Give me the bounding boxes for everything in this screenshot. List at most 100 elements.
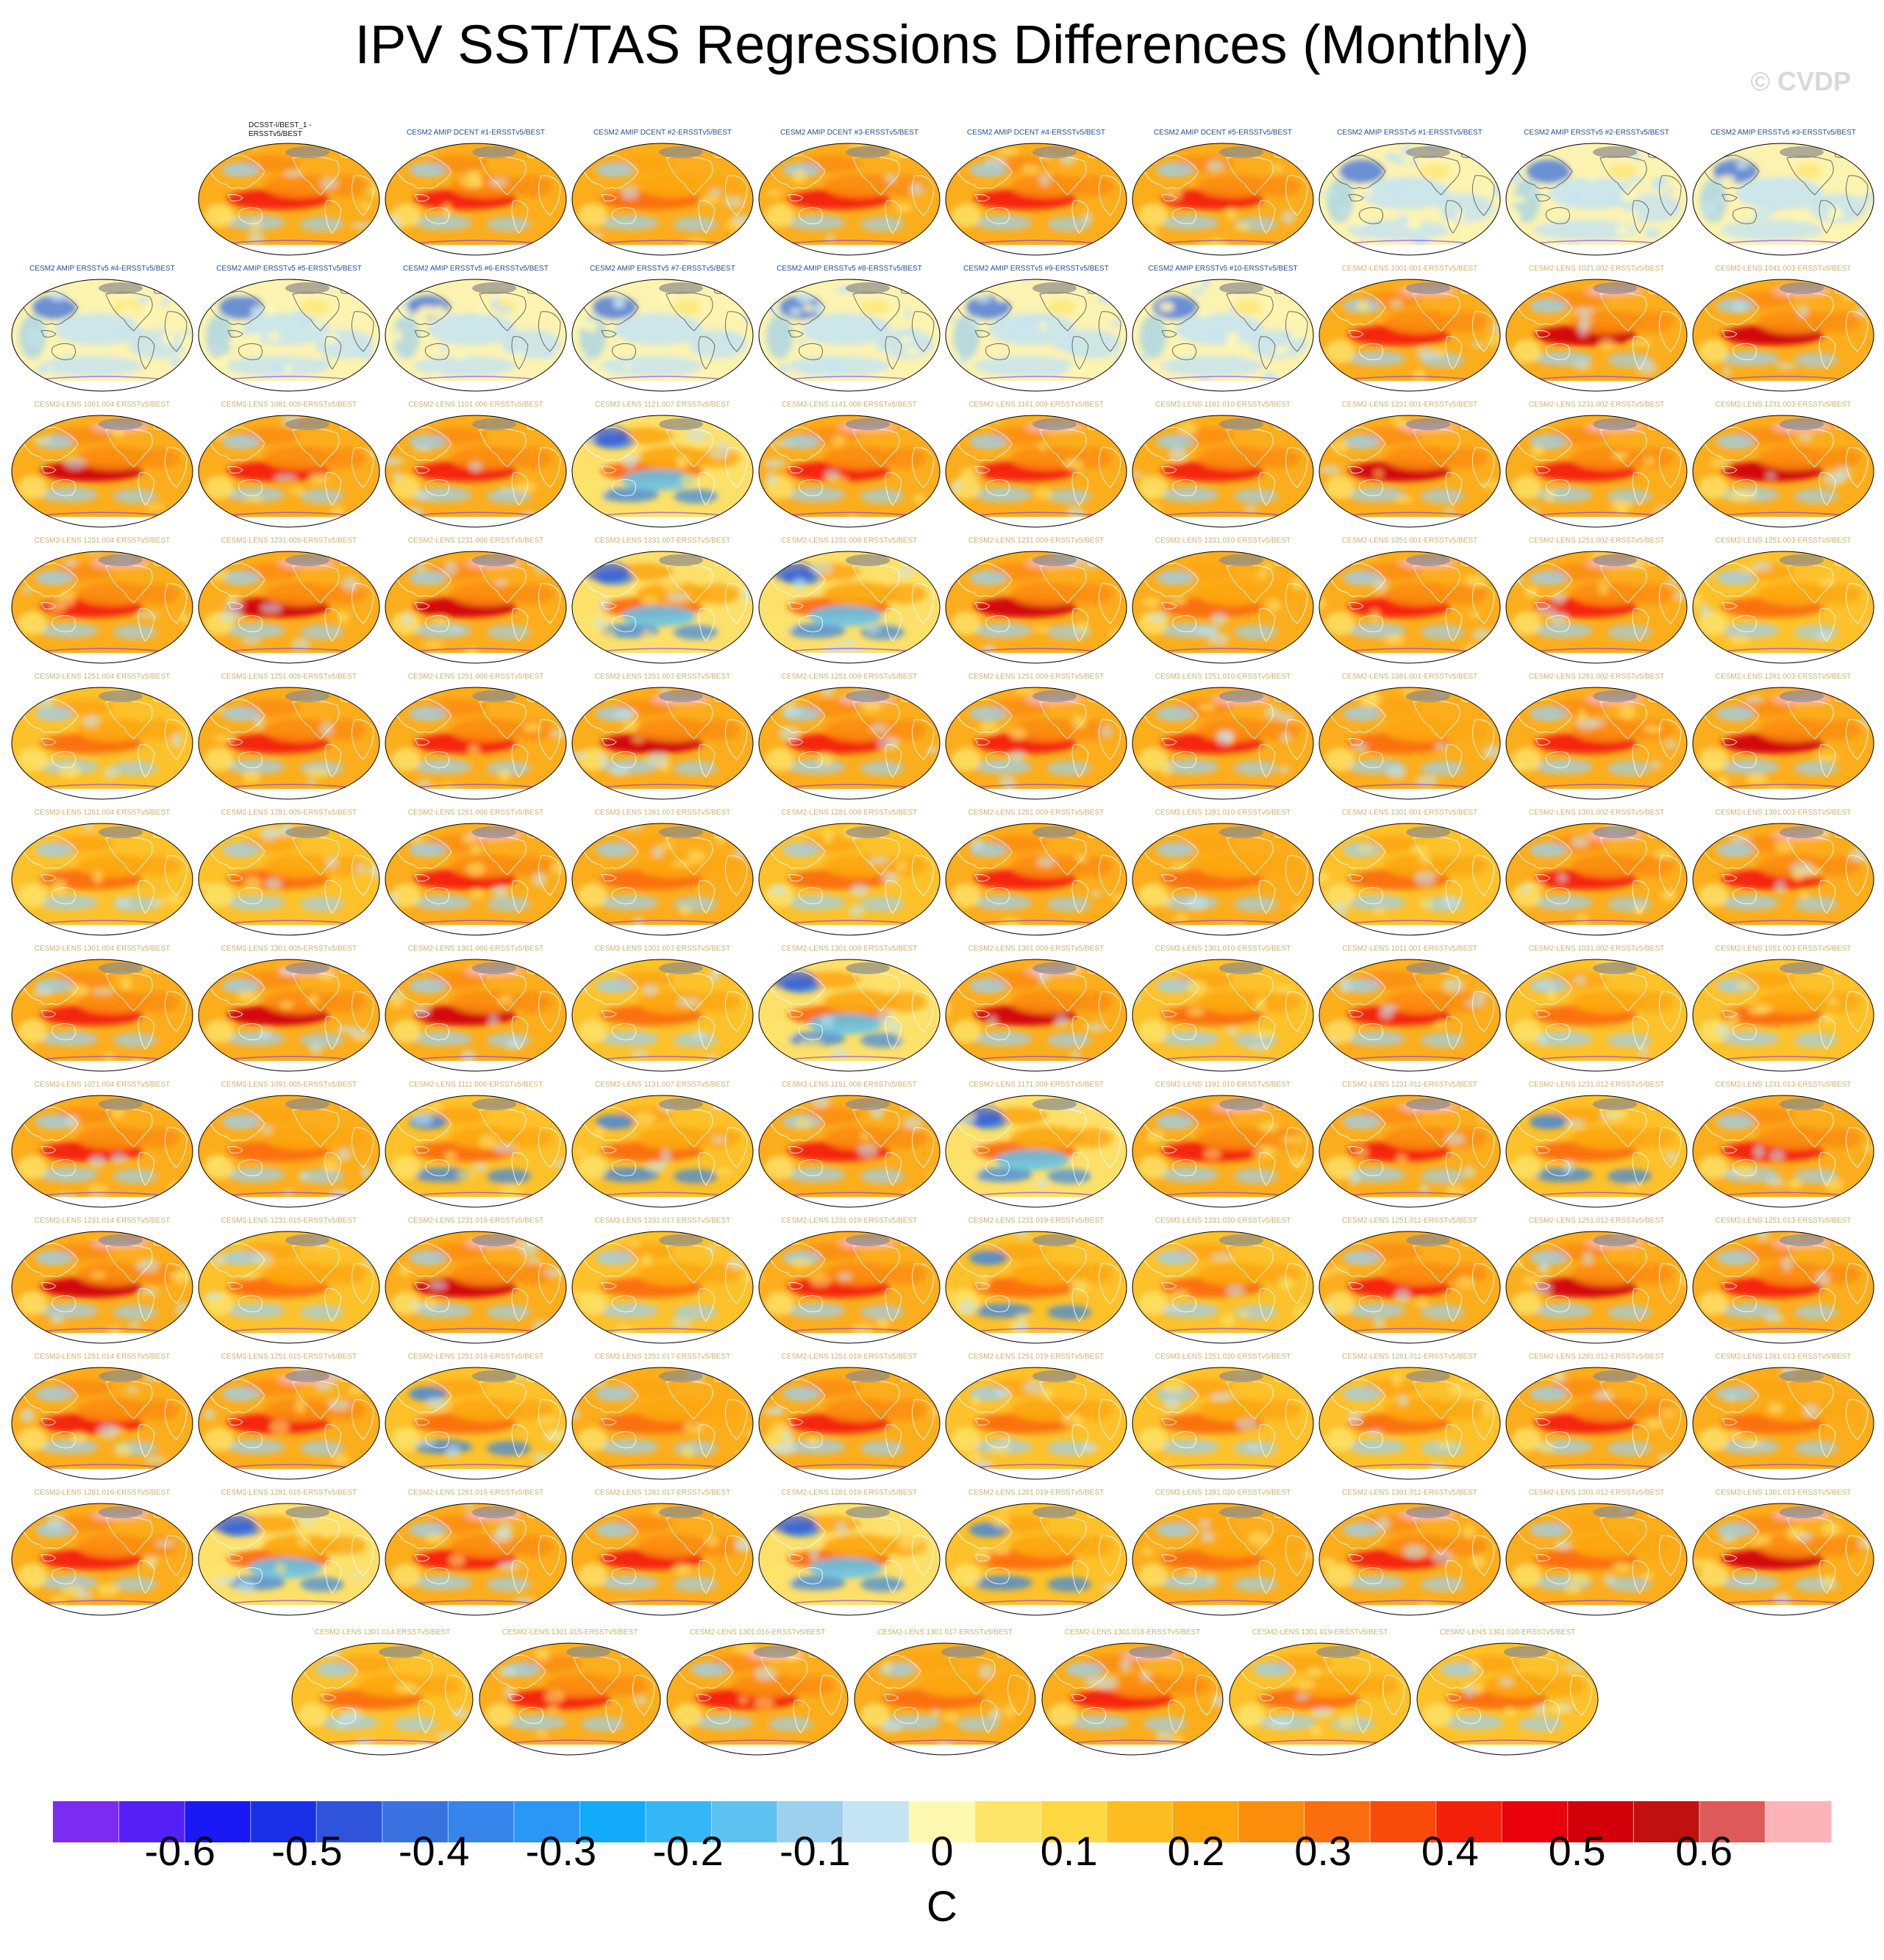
negative-anomaly: [1534, 1167, 1593, 1182]
negative-anomaly: [1343, 1387, 1381, 1401]
panel-title: CESM2-LENS 1231.011-ERSSTv5/BEST: [1342, 1081, 1477, 1089]
speckle: [1205, 1656, 1223, 1664]
coastline: [1599, 1516, 1647, 1556]
coastline: [51, 1023, 76, 1040]
map-panel: CESM2-LENS 1231.007-ERSSTv5/BEST: [571, 537, 754, 665]
coastline: [164, 447, 188, 488]
map-panel: CESM2 AMIP DCENT #1-ERSSTv5/BEST: [384, 129, 568, 257]
coastline: [1658, 175, 1682, 216]
panel-title: CESM2 AMIP ERSSTv5 #3-ERSSTv5/BEST: [1710, 129, 1856, 137]
negative-anomaly: [969, 1251, 1007, 1265]
coastline: [164, 855, 188, 896]
land-mask: [941, 1646, 985, 1658]
speckle: [1727, 635, 1750, 645]
regression-map: [758, 687, 941, 800]
land-mask: [659, 146, 703, 158]
speckle: [1531, 445, 1545, 457]
speckle: [424, 1397, 448, 1410]
speckle: [1246, 1443, 1261, 1451]
speckle: [946, 1001, 952, 1015]
coastline: [1330, 834, 1386, 869]
coastline: [1445, 1016, 1463, 1050]
map-frame: [1692, 1367, 1874, 1480]
speckle: [1187, 896, 1209, 911]
regression-map: [758, 1231, 941, 1344]
negative-anomaly: [409, 843, 447, 857]
regression-map: [1505, 823, 1688, 936]
map-panel: CESM2-LENS 1231.016-ERSSTv5/BEST: [384, 1217, 568, 1345]
negative-anomaly: [226, 1439, 285, 1454]
coastline: [138, 1560, 155, 1594]
speckle: [320, 177, 339, 190]
speckle: [1341, 1200, 1357, 1207]
map-frame: [571, 143, 754, 256]
coastline: [238, 1431, 263, 1448]
negative-anomaly: [1716, 434, 1755, 449]
positive-anomaly: [1138, 1428, 1168, 1451]
speckle: [1606, 1109, 1630, 1120]
speckle: [1291, 329, 1302, 340]
coastline: [583, 834, 639, 869]
speckle: [1660, 1407, 1674, 1418]
panel-title: CESM2-LENS 1301.004-ERSSTv5/BEST: [34, 945, 171, 953]
speckle: [1523, 1605, 1533, 1612]
map-panel: CESM2-LENS 1231.004-ERSSTv5/BEST: [10, 537, 194, 665]
panel-title: CESM2-LENS 1251.007-ERSSTv5/BEST: [594, 673, 731, 681]
speckle: [1510, 1256, 1523, 1268]
coastline: [23, 1514, 79, 1549]
speckle: [533, 1648, 552, 1662]
speckle: [550, 862, 565, 873]
coastline: [1171, 479, 1197, 496]
coastline: [1704, 154, 1760, 189]
speckle: [83, 823, 93, 831]
speckle: [896, 860, 906, 872]
speckle: [581, 1599, 593, 1613]
coastline: [957, 562, 1013, 597]
negative-anomaly: [969, 707, 1007, 721]
panel-title: CESM2-LENS 1251.006-ERSSTv5/BEST: [407, 673, 544, 681]
regression-map: [1692, 143, 1874, 256]
map-frame: [11, 551, 193, 664]
negative-anomaly: [674, 217, 718, 232]
coastline: [1632, 880, 1649, 914]
positive-anomaly: [1197, 582, 1271, 606]
regression-map: [1132, 687, 1314, 800]
coastline: [1161, 602, 1177, 609]
map-frame: [1132, 687, 1314, 800]
positive-anomaly: [578, 1292, 607, 1315]
coastline: [511, 472, 529, 506]
negative-anomaly: [413, 895, 472, 910]
coastline: [511, 200, 529, 234]
coastline: [1071, 1152, 1089, 1186]
positive-anomaly: [578, 612, 607, 635]
regression-map: [1041, 1642, 1224, 1756]
land-mask: [659, 282, 703, 294]
coastline: [678, 1654, 734, 1689]
coastline: [985, 207, 1010, 224]
coastline: [601, 738, 617, 745]
negative-anomaly: [1513, 179, 1540, 223]
neutral-anomaly: [802, 313, 890, 346]
speckle: [15, 687, 32, 700]
map-panel: CESM2-LENS 1301.020-ERSSTv5/BEST: [1416, 1628, 1599, 1756]
negative-anomaly: [300, 489, 344, 504]
negative-anomaly: [974, 1031, 1032, 1046]
coastline: [1545, 1023, 1571, 1040]
speckle: [1253, 1029, 1274, 1038]
speckle: [21, 415, 37, 426]
speckle: [762, 1407, 785, 1416]
speckle: [396, 352, 404, 357]
speckle: [314, 321, 322, 329]
land-mask: [1032, 1506, 1077, 1518]
speckle: [563, 279, 566, 283]
speckle: [1085, 1676, 1105, 1687]
negative-anomaly: [860, 1577, 904, 1592]
speckle: [1644, 725, 1663, 734]
positive-anomaly: [824, 1398, 897, 1422]
coastline: [40, 466, 57, 473]
coastline: [1471, 719, 1495, 760]
coastline: [1819, 200, 1836, 234]
coastline: [1413, 1108, 1460, 1148]
land-mask: [472, 282, 516, 294]
negative-anomaly: [600, 215, 659, 230]
